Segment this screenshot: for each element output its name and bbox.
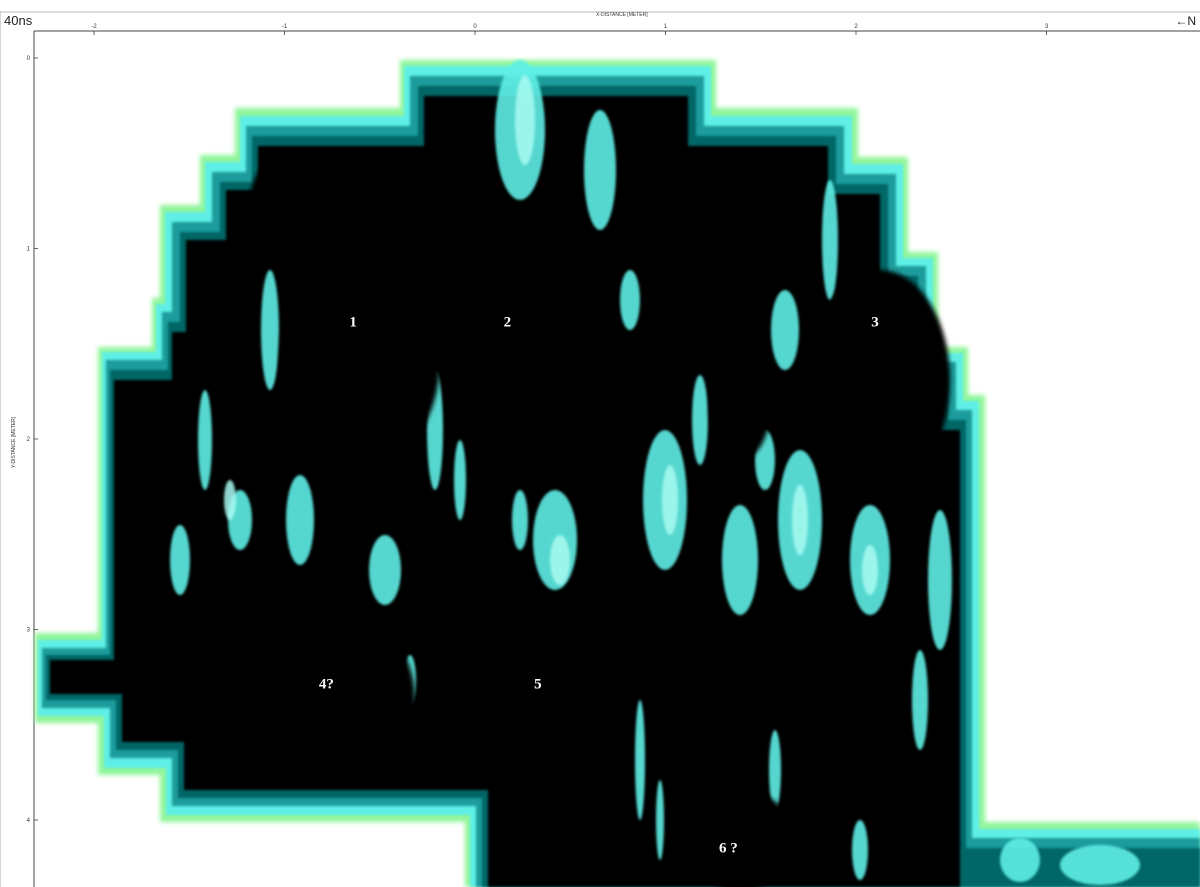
time-slice-label: 40ns xyxy=(4,13,33,28)
reflection-streaks xyxy=(170,60,1140,885)
x-tick-label: 1 xyxy=(664,24,668,30)
highlight-streaks xyxy=(224,75,878,595)
x-tick-label: 2 xyxy=(854,24,858,30)
north-arrow: ←N xyxy=(1175,14,1196,28)
anomaly-label: 2 xyxy=(504,315,512,331)
anomaly-label: 6 ? xyxy=(719,840,738,856)
y-tick-label: 1 xyxy=(27,247,31,253)
anomaly-label: 3 xyxy=(871,315,879,331)
anomaly-labels: 1 2 3 4? 5 6 ? xyxy=(319,315,879,857)
anomaly-label: 5 xyxy=(534,677,542,693)
y-axis-ticks: 0 1 2 3 4 xyxy=(27,56,38,824)
y-tick-label: 3 xyxy=(27,628,31,634)
plot-frame xyxy=(0,11,1200,887)
y-tick-label: 0 xyxy=(27,56,31,62)
anomaly-label: 4? xyxy=(319,677,334,693)
x-tick-label: -2 xyxy=(91,24,97,30)
x-tick-label: 0 xyxy=(473,24,477,30)
x-tick-label: 3 xyxy=(1045,24,1049,30)
x-axis-title: X-DISTANCE [METER] xyxy=(596,12,648,18)
y-tick-label: 4 xyxy=(27,818,31,824)
y-axis-title: Y-DISTANCE [METER] xyxy=(11,416,17,468)
anomaly-label: 1 xyxy=(349,315,357,331)
x-axis-ticks: -2 -1 0 1 2 3 xyxy=(91,24,1049,35)
x-tick-label: -1 xyxy=(282,24,288,30)
y-tick-label: 2 xyxy=(27,437,31,443)
strong-blobs xyxy=(175,150,950,887)
